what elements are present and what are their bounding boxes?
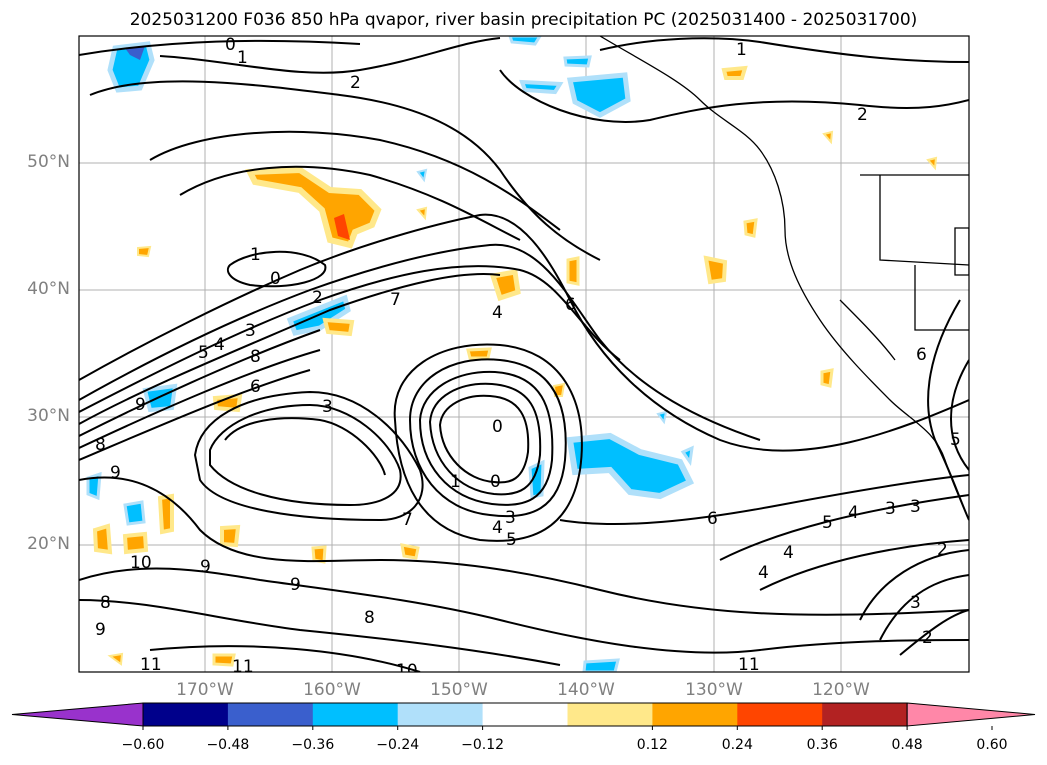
colorbar-tick-label: −0.12 (461, 737, 505, 753)
contour-label: 0 (490, 472, 501, 492)
contour-label: 9 (200, 557, 211, 577)
map-panel: 0 1 2 1 2 1 0 2 7 3 4 5 8 6 9 3 0 4 6 1 … (78, 35, 970, 681)
contour-label: 9 (135, 395, 146, 415)
gridlines (79, 36, 969, 672)
contour-label: 1 (450, 472, 461, 492)
contour-label: 1 (250, 245, 261, 265)
contour-label: 6 (707, 509, 718, 529)
colorbar-segment (397, 703, 484, 726)
contour-label: 9 (290, 575, 301, 595)
contour-label: 9 (110, 463, 121, 483)
contour-label: 8 (250, 347, 261, 367)
contour-label: 5 (506, 530, 517, 550)
contour-label: 4 (848, 503, 859, 523)
contour-label: 3 (245, 321, 256, 341)
contour-label: 7 (402, 510, 413, 530)
colorbar-tick-label: −0.24 (376, 737, 420, 753)
contour-label: 3 (910, 497, 921, 517)
contour-label: 8 (364, 608, 375, 628)
lat-label: 30°N (27, 406, 70, 426)
contour-label: 4 (214, 335, 225, 355)
contour-label: 0 (225, 35, 236, 55)
contour-label: 5 (822, 513, 833, 533)
colorbar-segment (567, 703, 653, 726)
colorbar-segment (737, 703, 823, 726)
contour-label: 4 (492, 518, 503, 538)
colorbar-segment (227, 703, 314, 726)
colorbar-segment (822, 703, 908, 726)
contour-label: 10 (130, 553, 152, 573)
contour-label: 4 (783, 543, 794, 563)
colorbar-tick-label: 0.60 (976, 737, 1008, 753)
lon-label: 130°W (685, 680, 743, 700)
contour-label: 6 (565, 295, 576, 315)
map-title: 2025031200 F036 850 hPa qvapor, river ba… (129, 10, 918, 30)
lon-label: 140°W (557, 680, 615, 700)
map-frame (78, 35, 970, 673)
map-background (79, 36, 969, 672)
coastline (599, 36, 969, 521)
lon-label: 120°W (812, 680, 870, 700)
colorbar-tick-label: 0.48 (891, 737, 923, 753)
colorbar-tick-label: −0.60 (121, 737, 165, 753)
colorbar-tick-label: −0.48 (206, 737, 250, 753)
contour-label: 3 (910, 593, 921, 613)
colorbar-segment (652, 703, 738, 726)
contour-label: 4 (492, 303, 503, 323)
contour-label: 10 (396, 661, 418, 681)
colorbar-segment (482, 703, 568, 726)
colorbar-frame (142, 702, 908, 727)
contour-labels: 0 1 2 1 2 1 0 2 7 3 4 5 8 6 9 3 0 4 6 1 … (95, 35, 961, 681)
colorbar-segment (143, 703, 229, 726)
contour-label: 2 (350, 73, 361, 93)
colorbar-extend-max (906, 702, 1036, 727)
contour-label: 3 (885, 499, 896, 519)
colorbar-tick-label: −0.36 (291, 737, 335, 753)
contour-label: 1 (237, 48, 248, 68)
contour-label: 4 (758, 563, 769, 583)
lon-label: 150°W (430, 680, 488, 700)
colorbar-tick-label: 0.12 (636, 737, 668, 753)
contour-label: 9 (95, 620, 106, 640)
lat-label: 50°N (27, 152, 70, 172)
contour-label: 8 (100, 593, 111, 613)
colorbar-extend-min (11, 702, 144, 727)
contour-label: 2 (922, 628, 933, 648)
lat-label: 20°N (27, 534, 70, 554)
colorbar-tick-label: 0.24 (721, 737, 753, 753)
contour-label: 0 (270, 269, 281, 289)
lon-label: 160°W (303, 680, 361, 700)
contour-label: 5 (950, 430, 961, 450)
contour-label: 11 (232, 657, 254, 677)
contour-label: 7 (390, 290, 401, 310)
contour-label: 11 (140, 655, 162, 675)
contour-label: 2 (312, 288, 323, 308)
contour-label: 2 (857, 105, 868, 125)
contour-label: 5 (198, 343, 209, 363)
contour-label: 8 (95, 435, 106, 455)
contour-label: 1 (736, 40, 747, 60)
contour-label: 2 (937, 540, 948, 560)
colorbar-tick-label: 0.36 (806, 737, 838, 753)
contour-label: 0 (492, 417, 503, 437)
contour-label: 6 (250, 377, 261, 397)
contour-label: 6 (916, 345, 927, 365)
contour-label: 3 (505, 508, 516, 528)
qvapor-contours (79, 37, 969, 672)
contour-label: 3 (322, 397, 333, 417)
contour-label: 11 (738, 655, 760, 675)
lat-label: 40°N (27, 279, 70, 299)
lon-label: 170°W (176, 680, 234, 700)
colorbar-segment (312, 703, 399, 726)
